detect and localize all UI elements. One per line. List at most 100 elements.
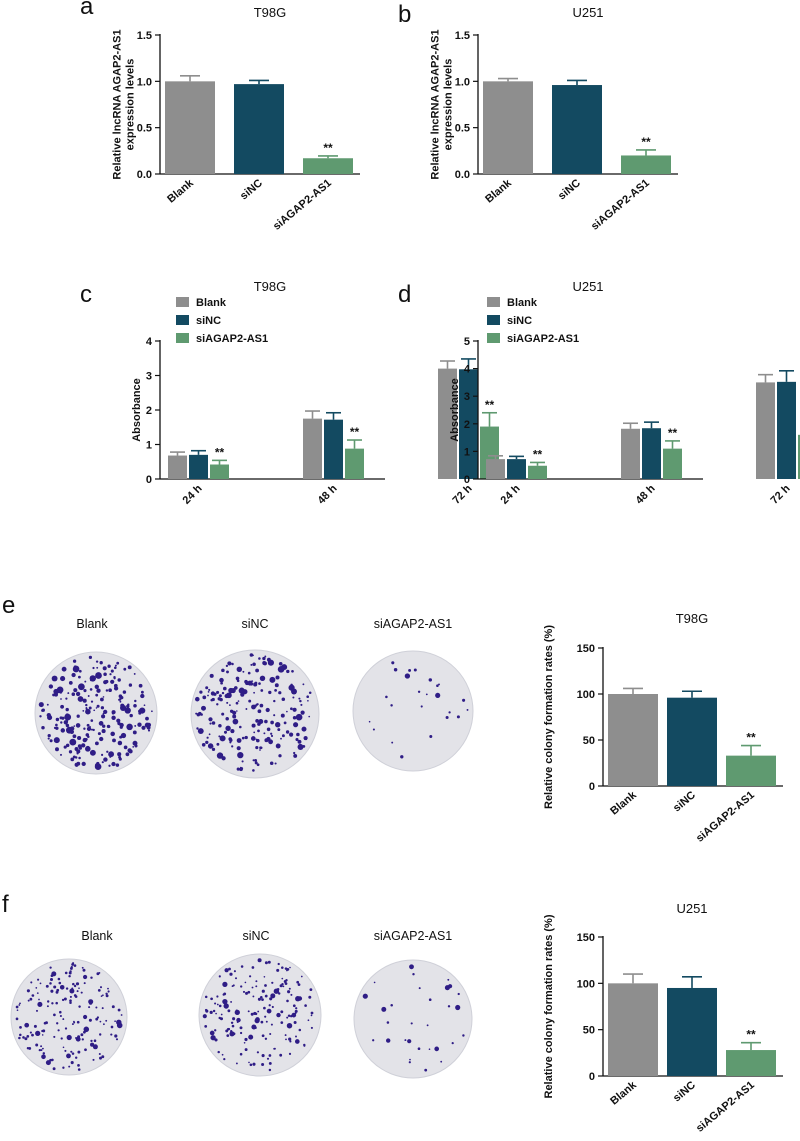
colony-dot [211, 747, 216, 752]
colony-dot [308, 995, 312, 999]
colony-dot [236, 746, 241, 751]
significance-f-2: ** [746, 1028, 756, 1042]
colony-dot [266, 727, 271, 732]
colony-dot [82, 974, 88, 980]
colony-dot [88, 706, 92, 710]
y-tick-label-f: 0 [589, 1071, 595, 1083]
colony-dot [117, 740, 123, 746]
colony-dot [274, 762, 277, 765]
colony-dot [81, 966, 84, 969]
colony-dot [89, 726, 91, 728]
colony-dot [41, 725, 45, 730]
colony-dot [425, 693, 428, 696]
colony-dot [391, 661, 395, 665]
colony-dot [204, 1008, 208, 1012]
colony-dot [78, 669, 82, 673]
colony-dot [75, 691, 81, 697]
colony-dot [293, 722, 299, 728]
y-tick-label-c: 4 [146, 336, 153, 348]
colony-dot [37, 978, 40, 981]
colony-dot [229, 1031, 235, 1037]
colony-dot [247, 990, 251, 994]
colony-dot [60, 698, 62, 700]
colony-dot [61, 716, 65, 720]
colony-dot [288, 1052, 292, 1055]
colony-dot [223, 730, 228, 734]
y-axis-label-b: Relative lncRNA AGAP2-AS1 [430, 29, 442, 179]
colony-dot [145, 716, 149, 721]
colony-dot [56, 988, 60, 992]
colony-dot [295, 1035, 297, 1038]
colony-dot [264, 655, 267, 658]
colony-dot [231, 710, 234, 713]
x-tick-label-d-0: 24 h [499, 482, 523, 506]
chart-f: U251 Relative colony formation rates (%) 0… [543, 901, 783, 1135]
colony-dot [255, 985, 258, 988]
colony-dot [30, 981, 33, 984]
colony-dot [55, 723, 58, 727]
colony-dot [140, 690, 144, 694]
colony-dot [19, 1026, 22, 1029]
colony-dot [291, 688, 297, 695]
colony-dot [428, 1048, 431, 1051]
colony-dot [261, 998, 264, 1001]
colony-dot [90, 976, 93, 979]
colony-dot [208, 688, 211, 691]
colony-dot [261, 1034, 265, 1038]
colony-dot [267, 960, 271, 964]
colony-dot [96, 972, 100, 976]
colony-dot [247, 1010, 250, 1013]
colony-dot [310, 1011, 314, 1015]
colony-dot [197, 728, 204, 735]
colony-dot [268, 1004, 271, 1007]
colony-dot [116, 661, 120, 665]
bar-a-2 [303, 158, 353, 174]
colony-dot [41, 1047, 44, 1050]
colony-dot [73, 1020, 75, 1023]
colony-dot [73, 665, 77, 669]
colony-dot [96, 704, 100, 708]
colony-dot [65, 723, 70, 728]
colony-dot [82, 698, 87, 703]
colony-dot [60, 721, 63, 724]
colony-dot [124, 707, 131, 714]
colony-dot [268, 1068, 272, 1072]
bar-f-0 [608, 983, 658, 1076]
colony-dot [147, 729, 151, 732]
y-tick-label-e: 0 [589, 781, 595, 793]
colony-dot [254, 681, 258, 685]
dish-e-siagap2 [352, 650, 474, 772]
colony-dot [73, 964, 77, 967]
colony-dot [52, 1067, 56, 1071]
colony-dot [368, 720, 371, 723]
colony-dot [80, 991, 83, 994]
colony-dot [72, 982, 75, 986]
colony-dot [289, 1040, 292, 1043]
colony-dot [106, 724, 111, 729]
colony-dot [243, 1041, 246, 1044]
colony-dot [302, 744, 306, 748]
colony-dot [281, 734, 285, 738]
colony-dot [27, 999, 30, 1002]
colony-dot [88, 1018, 92, 1022]
colony-dot [101, 714, 106, 719]
colony-dot [99, 1020, 102, 1023]
colony-dot [273, 699, 276, 703]
colony-dot [434, 1046, 440, 1052]
colony-dot [67, 692, 70, 695]
colony-dot [133, 672, 136, 675]
colony-dot [298, 697, 301, 700]
y-tick-label-a: 1.0 [137, 76, 152, 88]
colony-dot [266, 1057, 270, 1060]
y-tick-label-b: 0.0 [455, 169, 470, 181]
colony-dot [292, 1004, 296, 1008]
colony-dot [265, 707, 270, 713]
colony-dot [120, 703, 125, 708]
colony-dot [35, 1043, 39, 1047]
colony-dot [220, 681, 223, 685]
colony-dot [132, 746, 135, 748]
bar-c-0-1 [189, 454, 208, 479]
legend-label-d-2: siAGAP2-AS1 [507, 333, 579, 345]
colony-dot [221, 1053, 224, 1056]
colony-dot [113, 683, 118, 688]
